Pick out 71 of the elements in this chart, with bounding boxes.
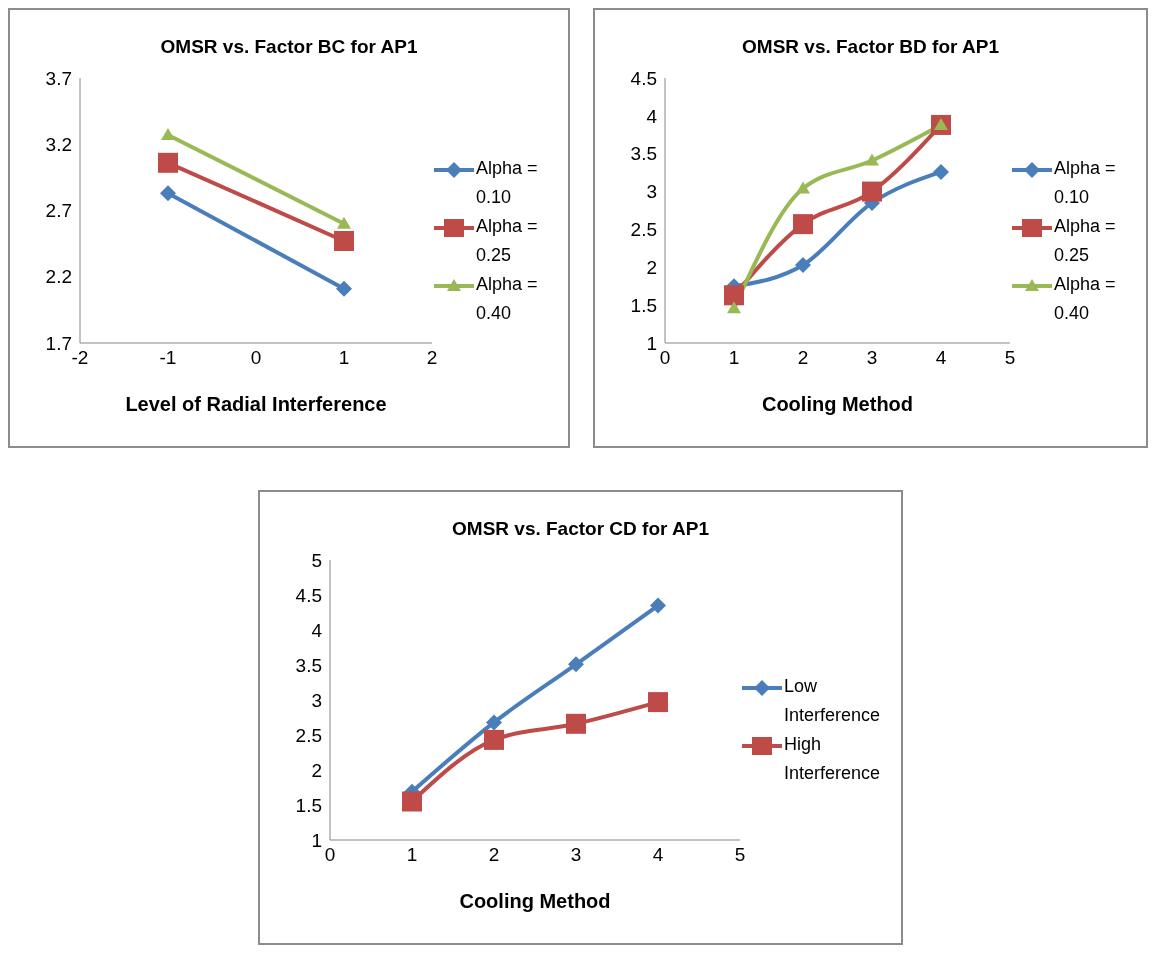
point <box>158 152 178 173</box>
y-tick-label: 2 <box>646 257 657 279</box>
x-tick-label: 5 <box>734 844 746 866</box>
y-tick-label: 5 <box>311 549 322 571</box>
chart-title: OMSR vs. Factor BC for AP1 <box>159 36 419 58</box>
point <box>865 153 879 166</box>
legend-label: Alpha = 0.40 <box>476 272 538 325</box>
x-axis-title: Level of Radial Interference <box>125 393 387 415</box>
point <box>160 185 176 202</box>
y-tick-label: 1 <box>311 829 322 851</box>
point <box>486 714 502 731</box>
x-tick-label: -2 <box>71 347 89 369</box>
y-tick-label: 2.5 <box>295 724 322 746</box>
y-tick-label: 2.2 <box>45 266 72 288</box>
y-tick-label: 1.5 <box>295 794 322 816</box>
point <box>650 597 666 614</box>
y-tick-label: 3 <box>646 181 657 203</box>
legend-label: Alpha = 0.10 <box>476 156 538 209</box>
point <box>402 791 422 812</box>
x-tick-label: 2 <box>426 347 438 369</box>
x-tick-label: 1 <box>406 844 418 866</box>
point <box>566 713 586 734</box>
y-tick-label: 3.5 <box>630 143 657 165</box>
legend-label: High Interference <box>784 733 881 785</box>
legend-label: Alpha = 0.10 <box>1054 156 1116 209</box>
x-tick-label: 4 <box>935 347 947 369</box>
point <box>336 280 352 297</box>
y-tick-label: 4.5 <box>295 584 322 606</box>
y-tick-label: 2.5 <box>630 219 657 241</box>
legend-label: Alpha = 0.40 <box>1054 272 1116 325</box>
y-tick-label: 1.7 <box>45 332 72 354</box>
chart-title: OMSR vs. Factor BD for AP1 <box>741 36 1000 58</box>
y-tick-label: 3.5 <box>295 654 322 676</box>
legend-label: Alpha = 0.25 <box>1054 214 1116 267</box>
point <box>862 181 882 202</box>
x-tick-label: 0 <box>659 347 671 369</box>
y-tick-label: 3.2 <box>45 133 72 155</box>
y-tick-label: 4 <box>311 619 323 641</box>
x-axis-title: Cooling Method <box>761 393 914 415</box>
chart-title: OMSR vs. Factor CD for AP1 <box>451 518 710 540</box>
x-tick-label: 2 <box>797 347 809 369</box>
x-axis-title: Cooling Method <box>459 890 611 912</box>
y-tick-label: 3 <box>311 689 322 711</box>
y-tick-label: 3.7 <box>45 67 72 89</box>
point <box>933 163 949 180</box>
y-tick-label: 2.7 <box>45 200 72 222</box>
y-tick-label: 4.5 <box>630 67 657 89</box>
point <box>795 257 811 274</box>
point <box>568 656 584 673</box>
x-tick-label: 0 <box>324 844 336 866</box>
y-tick-label: 1 <box>646 332 657 354</box>
point <box>648 692 668 713</box>
legend-label: Alpha = 0.25 <box>476 214 538 267</box>
point <box>334 230 354 251</box>
point <box>793 214 813 235</box>
point <box>727 301 741 314</box>
point <box>796 181 810 194</box>
x-tick-label: 3 <box>866 347 878 369</box>
point <box>724 285 744 306</box>
y-tick-label: 1.5 <box>630 294 657 316</box>
y-tick-label: 2 <box>311 759 322 781</box>
x-tick-label: 5 <box>1004 347 1016 369</box>
y-tick-label: 4 <box>646 105 658 127</box>
x-tick-label: 0 <box>250 347 262 369</box>
x-tick-label: 2 <box>488 844 500 866</box>
point <box>484 729 504 750</box>
x-tick-label: -1 <box>159 347 177 369</box>
x-tick-label: 1 <box>338 347 350 369</box>
legend-label: Low Interference <box>784 675 881 727</box>
x-tick-label: 1 <box>728 347 740 369</box>
x-tick-label: 3 <box>570 844 582 866</box>
